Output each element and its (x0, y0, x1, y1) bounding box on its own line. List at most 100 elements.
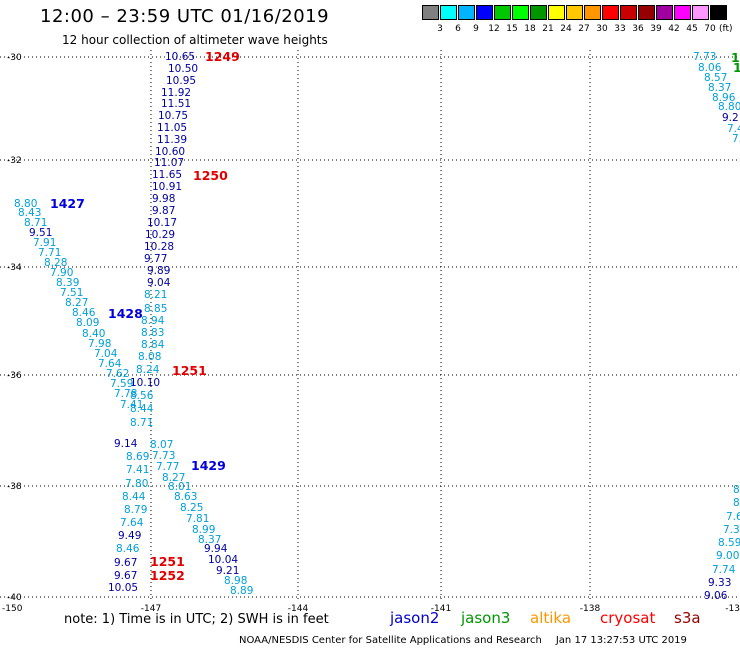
legend-swatch (620, 5, 637, 20)
wave-height-value: 7.71 (38, 247, 61, 259)
wave-height-value: 7.4 (727, 123, 740, 135)
lon-label: -13 (725, 604, 740, 614)
legend-swatch (692, 5, 709, 20)
lat-label: -32 (7, 156, 22, 166)
wave-height-value: 8.01 (168, 481, 191, 493)
wave-height-value: 8.57 (704, 72, 727, 84)
wave-height-value: 7. (732, 133, 740, 145)
lon-label: -147 (141, 604, 161, 614)
legend-swatch (638, 5, 655, 20)
wave-height-value: 8.71 (130, 417, 153, 429)
wave-height-value: 9.21 (216, 565, 239, 577)
wave-height-value: 9.06 (704, 590, 728, 602)
wave-height-value: 8.06 (698, 62, 722, 74)
wave-height-value: 10.28 (144, 241, 174, 253)
legend-swatch (512, 5, 529, 20)
wave-height-value: 9.2 (722, 112, 739, 124)
wave-height-value: 9.14 (114, 438, 138, 450)
wave-height-value: 8.80 (718, 101, 740, 113)
wave-height-value: 9.89 (147, 265, 170, 277)
lat-label: -36 (7, 371, 22, 381)
legend-label: 21 (542, 24, 554, 34)
wave-height-value: 8.39 (56, 277, 79, 289)
wave-height-value: 10.75 (158, 110, 188, 122)
wave-height-value: 7.73 (152, 450, 175, 462)
wave-height-value: 8.27 (65, 297, 88, 309)
pass-label: 1251 (150, 554, 185, 569)
legend-swatch (494, 5, 511, 20)
lon-label: -144 (288, 604, 309, 614)
wave-height-value: 8 (733, 497, 740, 509)
wave-height-value: 10.10 (130, 377, 160, 389)
wave-height-value: 7.04 (94, 348, 118, 360)
wave-height-value: 8.79 (124, 504, 147, 516)
legend-label: 33 (614, 24, 626, 34)
wave-height-value: 8.08 (138, 351, 161, 363)
legend-label: 15 (506, 24, 518, 34)
wave-height-value: 10.60 (155, 146, 185, 158)
wave-height-value: 8.27 (162, 472, 185, 484)
wave-height-value: 9.51 (29, 227, 52, 239)
pass-label: 1249 (205, 49, 240, 64)
legend-swatch (584, 5, 601, 20)
wave-height-value: 8.80 (14, 198, 37, 210)
footer-agency: NOAA/NESDIS Center for Satellite Applica… (239, 635, 542, 646)
legend-jason2: jason2 (390, 609, 440, 627)
wave-height-value: 8.63 (174, 491, 197, 503)
wave-height-value: 8.37 (198, 534, 221, 546)
wave-height-value: 7.77 (156, 461, 179, 473)
wave-height-value: 8.59 (718, 537, 740, 549)
wave-height-value: 8.21 (144, 289, 167, 301)
wave-height-value: 9.94 (204, 543, 228, 555)
legend-swatch (422, 5, 439, 20)
map-subtitle: 12 hour collection of altimeter wave hei… (62, 33, 328, 47)
map-title: 12:00 – 23:59 UTC 01/16/2019 (40, 6, 330, 27)
wave-height-value: 7.62 (106, 368, 129, 380)
legend-label: 70 (704, 24, 716, 34)
wave-height-value: 10.95 (166, 75, 196, 87)
lon-label: -141 (431, 604, 451, 614)
wave-height-value: 9.49 (118, 530, 141, 542)
wave-height-value: 9.77 (144, 253, 167, 265)
pass-label: 1 (733, 60, 740, 75)
wave-height-value: 7.64 (120, 517, 144, 529)
legend-altika: altika (530, 609, 572, 627)
lat-label: -38 (7, 482, 22, 492)
wave-height-value: 7.3 (723, 524, 740, 536)
wave-height-value: 7.51 (60, 287, 83, 299)
wave-height-value: 10.29 (145, 229, 175, 241)
legend-label: 42 (668, 24, 680, 34)
wave-height-value: 7.80 (125, 478, 148, 490)
legend-label: 36 (632, 24, 644, 34)
wave-height-value: 8.24 (136, 364, 160, 376)
wave-height-value: 10.04 (208, 554, 238, 566)
wave-height-value: 8.46 (116, 543, 140, 555)
wave-height-value: 7.41 (126, 464, 149, 476)
pass-label: 1429 (191, 458, 226, 473)
wave-height-value: 8.28 (44, 257, 67, 269)
legend-cryosat: cryosat (600, 609, 656, 627)
wave-height-value: 9.87 (152, 205, 175, 217)
wave-height-value: 8.85 (144, 303, 167, 315)
pass-label: 1428 (108, 306, 143, 321)
wave-height-value: 9.04 (147, 277, 171, 289)
wave-height-value: 9.67 (114, 570, 137, 582)
wave-height-value: 8.96 (712, 92, 736, 104)
legend-s3a: s3a (674, 609, 701, 627)
pass-label: 1252 (150, 568, 185, 583)
legend-swatch (674, 5, 691, 20)
wave-height-value: 8.07 (150, 439, 173, 451)
legend-swatch (602, 5, 619, 20)
wave-height-value: 8.94 (141, 315, 165, 327)
color-legend: 3 6 9 12 15 18 21 24 27 30 33 36 39 42 45 70 (ft) (422, 5, 740, 41)
wave-height-value: 8.84 (141, 339, 165, 351)
legend-label: 12 (488, 24, 500, 34)
wave-height-value: 8.56 (130, 390, 154, 402)
wave-height-value: 10.50 (168, 63, 198, 75)
wave-height-value: 7.81 (186, 513, 209, 525)
legend-label: 30 (596, 24, 608, 34)
wave-height-value: 8.25 (180, 502, 203, 514)
legend-swatch (656, 5, 673, 20)
legend-label: 45 (686, 24, 698, 34)
wave-height-value: 7.73 (693, 51, 716, 63)
